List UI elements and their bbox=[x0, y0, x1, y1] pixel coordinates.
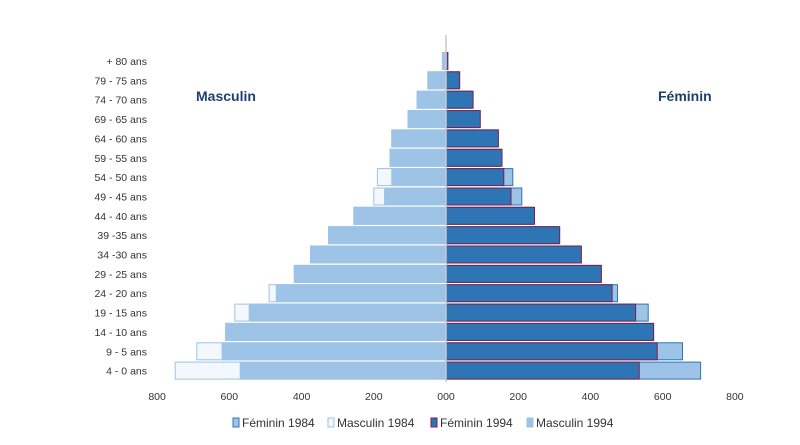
age-label: 34 -30 ans bbox=[97, 250, 147, 262]
bar-f-minin-1994-4 bbox=[445, 129, 499, 148]
age-label: 74 - 70 ans bbox=[94, 95, 147, 107]
bar-f-minin-1994-5 bbox=[445, 148, 503, 167]
x-tick-label: 400 bbox=[582, 391, 600, 403]
x-tick-labels: 800 600 400 200 000 200 400 600 800 bbox=[148, 391, 743, 403]
bar-masculin-1994-12 bbox=[275, 284, 447, 303]
bar-masculin-1994-2 bbox=[416, 90, 447, 109]
age-label: 39 -35 ans bbox=[97, 230, 147, 242]
bar-masculin-1994-10 bbox=[310, 245, 447, 264]
x-tick-label: 800 bbox=[148, 391, 166, 403]
age-label: 54 - 50 ans bbox=[94, 172, 147, 184]
bar-masculin-1994-14 bbox=[225, 322, 447, 341]
legend-label: Masculin 1984 bbox=[337, 416, 415, 430]
bar-f-minin-1994-11 bbox=[445, 264, 602, 283]
bar-f-minin-1994-12 bbox=[445, 284, 613, 303]
bars-group bbox=[174, 52, 702, 380]
bar-masculin-1994-13 bbox=[248, 303, 447, 322]
age-label: 19 - 15 ans bbox=[94, 308, 147, 320]
age-label: 4 - 0 ans bbox=[106, 366, 147, 378]
bar-masculin-1994-15 bbox=[221, 342, 447, 361]
bar-f-minin-1994-1 bbox=[445, 71, 461, 90]
age-label: 69 - 65 ans bbox=[94, 114, 147, 126]
x-tick-label: 200 bbox=[509, 391, 527, 403]
legend-item-f-minin-1984: Féminin 1984 bbox=[232, 416, 315, 430]
legend-swatch bbox=[430, 417, 438, 428]
age-label: 29 - 25 ans bbox=[94, 269, 147, 281]
bar-f-minin-1994-14 bbox=[445, 322, 655, 341]
age-label: 14 - 10 ans bbox=[94, 327, 147, 339]
side-label-masculin: Masculin bbox=[196, 88, 256, 104]
age-label: 24 - 20 ans bbox=[94, 288, 147, 300]
age-label: 49 - 45 ans bbox=[94, 192, 147, 204]
age-label: 64 - 60 ans bbox=[94, 133, 147, 145]
bar-masculin-1994-8 bbox=[353, 206, 447, 225]
x-tick-label: 600 bbox=[654, 391, 672, 403]
side-label-feminin: Féminin bbox=[658, 88, 712, 104]
age-label: + 80 ans bbox=[106, 56, 147, 68]
bar-masculin-1994-9 bbox=[328, 226, 447, 245]
bar-f-minin-1994-3 bbox=[445, 110, 481, 129]
bar-masculin-1994-6 bbox=[391, 168, 447, 187]
bar-f-minin-1994-6 bbox=[445, 168, 505, 187]
legend-item-masculin-1994: Masculin 1994 bbox=[526, 416, 614, 430]
age-label: 59 - 55 ans bbox=[94, 153, 147, 165]
legend-label: Masculin 1994 bbox=[536, 416, 614, 430]
legend-label: Féminin 1984 bbox=[242, 416, 315, 430]
age-label: 44 - 40 ans bbox=[94, 211, 147, 223]
age-labels: + 80 ans 79 - 75 ans 74 - 70 ans 69 - 65 an… bbox=[94, 56, 147, 378]
bar-masculin-1994-7 bbox=[384, 187, 447, 206]
x-tick-label: 200 bbox=[365, 391, 383, 403]
bar-masculin-1994-3 bbox=[407, 110, 447, 129]
bar-masculin-1994-5 bbox=[389, 148, 447, 167]
bar-f-minin-1994-7 bbox=[445, 187, 512, 206]
legend-swatch bbox=[232, 417, 240, 428]
bar-f-minin-1994-13 bbox=[445, 303, 637, 322]
bar-masculin-1994-16 bbox=[239, 361, 447, 380]
x-tick-label: 600 bbox=[221, 391, 239, 403]
legend-label: Féminin 1994 bbox=[440, 416, 513, 430]
legend-swatch bbox=[526, 417, 534, 428]
bar-masculin-1994-11 bbox=[293, 264, 447, 283]
legend-item-masculin-1984: Masculin 1984 bbox=[327, 416, 415, 430]
bar-f-minin-1994-2 bbox=[445, 90, 474, 109]
legend-item-f-minin-1994: Féminin 1994 bbox=[430, 416, 513, 430]
bar-masculin-1994-1 bbox=[427, 71, 447, 90]
bar-f-minin-1994-9 bbox=[445, 226, 561, 245]
bar-f-minin-1994-16 bbox=[445, 361, 640, 380]
x-tick-label: 800 bbox=[726, 391, 744, 403]
bar-masculin-1994-4 bbox=[391, 129, 447, 148]
age-label: 9 - 5 ans bbox=[106, 346, 147, 358]
bar-f-minin-1994-8 bbox=[445, 206, 535, 225]
bar-f-minin-1994-10 bbox=[445, 245, 582, 264]
bar-f-minin-1994-15 bbox=[445, 342, 658, 361]
legend-swatch bbox=[327, 417, 335, 428]
age-label: 79 - 75 ans bbox=[94, 75, 147, 87]
legend: Féminin 1984 Masculin 1984 Féminin 1994 Mas… bbox=[232, 416, 614, 430]
x-tick-label: 400 bbox=[293, 391, 311, 403]
x-tick-label: 000 bbox=[437, 391, 455, 403]
